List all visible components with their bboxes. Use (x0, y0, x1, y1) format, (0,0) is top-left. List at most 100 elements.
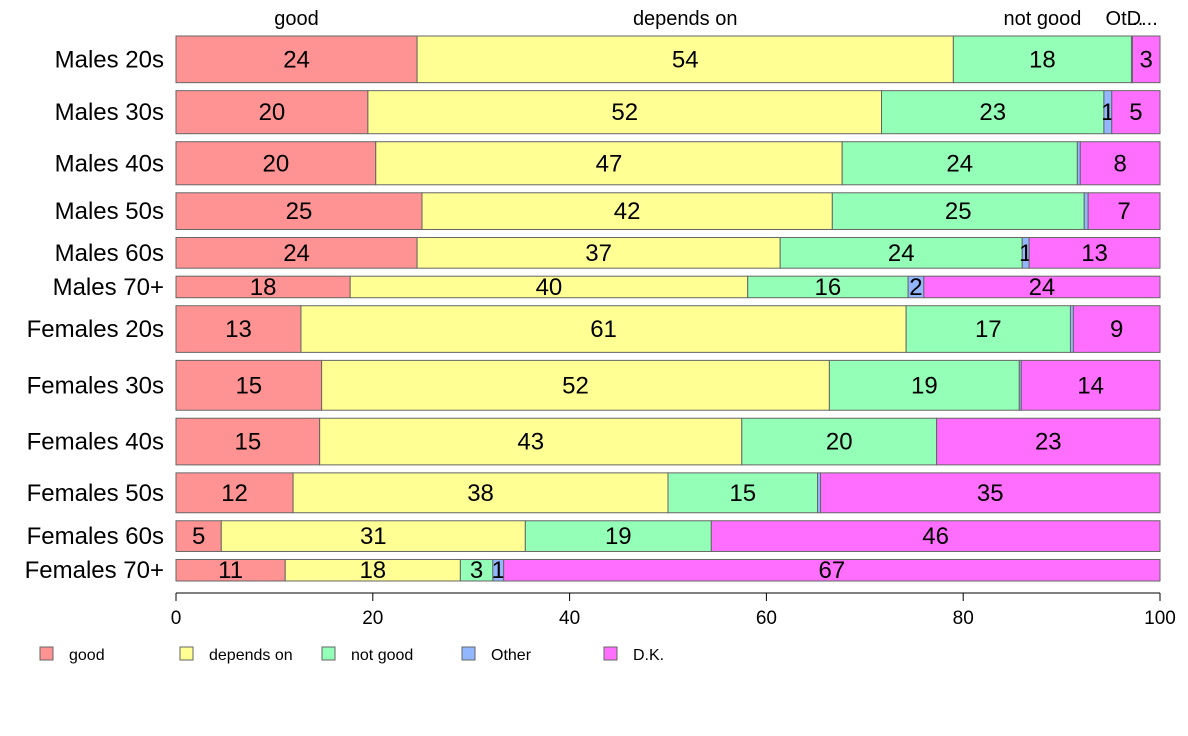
bar-value-label: 20 (826, 429, 853, 456)
legend-item-not-good: not good (321, 646, 413, 664)
bar-segment-not-good (828, 359, 1020, 411)
bar-value-label: 15 (729, 480, 756, 507)
bar-segment-not-good (841, 141, 1078, 186)
bar-segment-good (175, 192, 423, 230)
bar-value-label: 12 (221, 480, 248, 507)
bar-segment-good (175, 90, 369, 135)
bar-value-label: 54 (672, 46, 699, 73)
x-axis: 0 20 40 60 80 100 (171, 592, 1176, 629)
bar-segment-d-k (1072, 305, 1161, 353)
bar-value-label: 43 (517, 429, 544, 456)
bar-segment-good (175, 35, 418, 84)
bar-segment-not-good (952, 35, 1132, 84)
bar-value-label: 14 (1077, 372, 1104, 399)
category-label: Females 20s (27, 316, 164, 343)
bar-value-label: 37 (585, 240, 612, 267)
bar-value-label: 25 (945, 198, 972, 225)
bar-row-males-30s: 20 52 23 1 5 (175, 90, 1161, 135)
category-label: Males 50s (55, 198, 164, 225)
legend-swatch (179, 646, 194, 661)
bar-value-label: 20 (263, 150, 290, 177)
bar-value-label: 16 (815, 274, 842, 301)
bar-value-label: 24 (283, 240, 310, 267)
bar-row-females-30s: 15 52 19 14 (175, 359, 1161, 411)
bar-segment-not-good (524, 520, 712, 552)
bar-segment-d-k (503, 558, 1161, 582)
category-label: Females 60s (27, 523, 164, 550)
bar-segment-not-good (779, 236, 1023, 269)
legend-label: good (69, 647, 105, 664)
bar-value-label: 67 (818, 557, 845, 584)
bar-value-label: 23 (1035, 429, 1062, 456)
bar-segment-good (175, 472, 294, 514)
bar-value-label: 18 (1029, 46, 1056, 73)
bar-segment-not-good (831, 192, 1085, 230)
bar-value-label: 13 (1081, 240, 1108, 267)
bar-segment-good (175, 305, 302, 353)
bar-segment-other (1083, 192, 1089, 230)
bar-value-label: 3 (1140, 46, 1153, 73)
bar-value-label: 1 (1101, 99, 1114, 126)
legend-item-good: good (39, 646, 105, 664)
bar-value-label: 25 (286, 198, 313, 225)
bar-value-label: 11 (218, 557, 243, 584)
bar-value-label: 15 (235, 372, 262, 399)
bar-value-label: 5 (1129, 99, 1142, 126)
x-tick-label: 100 (1144, 608, 1176, 629)
bar-segment-not-good (741, 417, 938, 466)
bar-value-label: 17 (975, 316, 1002, 343)
bar-segment-good (175, 141, 377, 186)
legend: good depends on not good Other D.K. (39, 646, 664, 664)
bar-segment-d-k (1028, 236, 1161, 269)
legend-label: Other (491, 647, 532, 664)
bar-value-label: 47 (596, 150, 623, 177)
bar-value-label: 3 (470, 557, 483, 584)
bar-segment-not-good (881, 90, 1105, 135)
bar-value-label: 38 (467, 480, 494, 507)
x-tick-label: 80 (953, 608, 974, 629)
category-label: Females 50s (27, 480, 164, 507)
bar-value-label: 15 (234, 429, 261, 456)
bar-row-females-40s: 15 43 20 23 (175, 417, 1161, 466)
legend-label: not good (351, 647, 413, 664)
x-tick-label: 20 (362, 608, 383, 629)
x-tick-label: 40 (559, 608, 580, 629)
top-label-other: Ot... (1106, 8, 1144, 30)
bar-segment-depends-on (292, 472, 669, 514)
bar-value-label: 24 (1029, 274, 1056, 301)
category-label: Males 40s (55, 150, 164, 177)
bar-segment-depends-on (416, 35, 954, 84)
bar-value-label: 19 (911, 372, 938, 399)
bar-segment-not-good (667, 472, 819, 514)
bar-segment-depends-on (319, 417, 743, 466)
bar-segment-d-k (1111, 90, 1161, 135)
bar-segment-d-k (1079, 141, 1161, 186)
category-label: Males 20s (55, 46, 164, 73)
bar-segment-depends-on (375, 141, 843, 186)
category-labels: Males 20s Males 30s Males 40s Males 50s Male… (25, 46, 164, 584)
bar-segment-good (175, 236, 418, 269)
legend-item-depends-on: depends on (179, 646, 293, 664)
bar-row-males-70: 18 40 16 2 24 (175, 274, 1161, 301)
bar-value-label: 18 (359, 557, 386, 584)
bar-segment-d-k (936, 417, 1161, 466)
bar-segment-not-good (905, 305, 1071, 353)
x-tick-label: 60 (756, 608, 777, 629)
bar-value-label: 42 (614, 198, 641, 225)
bar-row-males-40s: 20 47 24 8 (175, 141, 1161, 186)
bar-value-label: 18 (250, 274, 277, 301)
bar-value-label: 1 (492, 557, 505, 584)
bar-row-females-50s: 12 38 15 35 (175, 472, 1161, 514)
category-label: Males 30s (55, 99, 164, 126)
category-label: Females 30s (27, 372, 164, 399)
legend-item-other: Other (461, 646, 532, 664)
bar-segment-d-k (710, 520, 1161, 552)
top-series-labels: good depends on not good Ot...D... (274, 8, 1157, 30)
bar-segment-depends-on (421, 192, 833, 230)
bar-row-females-60s: 5 31 19 46 (175, 520, 1161, 552)
bar-value-label: 13 (225, 316, 252, 343)
top-label-not-good: not good (1003, 8, 1081, 30)
category-label: Males 70+ (53, 274, 164, 301)
bar-row-females-70: 11 18 3 1 67 (175, 557, 1161, 584)
